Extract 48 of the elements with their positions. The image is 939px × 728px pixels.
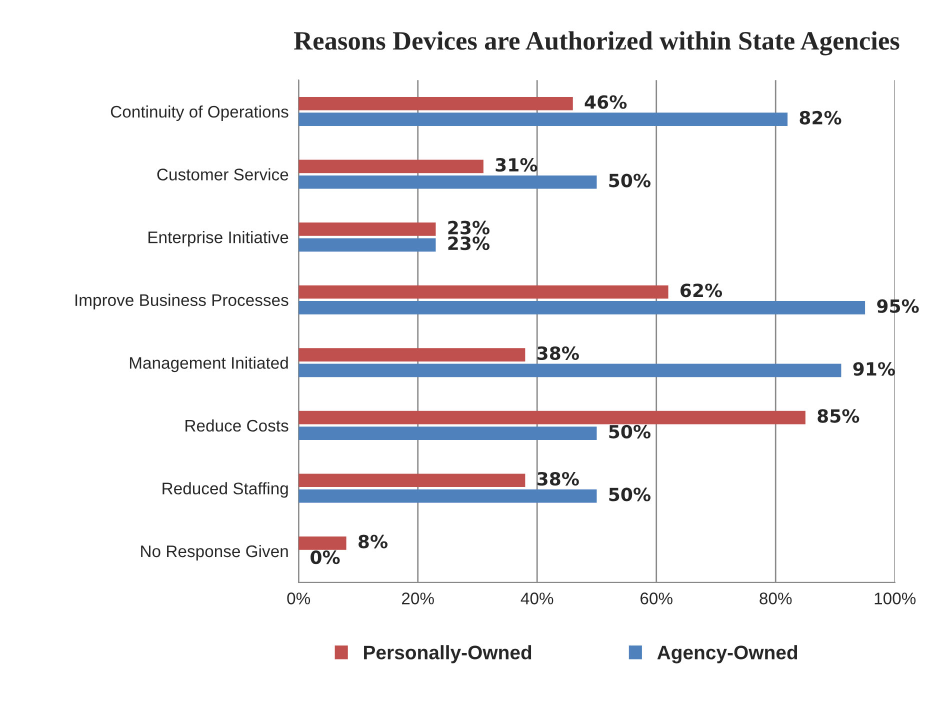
y-tick-label: Reduce Costs — [186, 419, 288, 432]
data-label: 95% — [877, 299, 919, 313]
data-label: 50% — [609, 488, 650, 502]
x-tick-label: 60% — [640, 592, 672, 604]
data-label: 85% — [818, 409, 860, 423]
bar — [298, 364, 842, 378]
bar — [298, 536, 346, 550]
data-label: 23% — [448, 220, 490, 234]
y-tick-label: Improve Business Processes — [76, 294, 288, 310]
data-label: 50% — [609, 424, 650, 439]
x-tick-label: 0% — [287, 592, 310, 604]
x-tick-label: 40% — [520, 592, 554, 604]
bar — [298, 348, 526, 362]
data-label: 0% — [310, 550, 340, 564]
bar — [298, 410, 806, 424]
data-label: 38% — [538, 346, 579, 360]
bar — [298, 175, 597, 189]
bar — [298, 222, 436, 236]
y-tick-label: Reduced Staffing — [162, 482, 288, 498]
data-label: 62% — [680, 284, 722, 298]
x-tick-label: 80% — [760, 592, 792, 604]
data-label: 50% — [609, 174, 650, 188]
bar — [298, 426, 597, 440]
bar — [298, 160, 484, 174]
data-label: 31% — [496, 158, 538, 172]
bar — [298, 489, 597, 503]
data-label: 82% — [800, 110, 842, 125]
chart-title: Reasons Devices are Authorized within State Agencies — [294, 31, 900, 56]
data-label: 38% — [538, 472, 579, 486]
x-tick-label: 100% — [874, 592, 916, 604]
x-tick-label: 20% — [402, 592, 434, 604]
y-tick-label: No Response Given — [141, 544, 288, 560]
y-tick-label: Customer Service — [157, 168, 288, 180]
bar — [298, 285, 668, 299]
data-label: 8% — [358, 534, 388, 548]
y-tick-label: Enterprise Initiative — [148, 231, 288, 247]
bar — [298, 238, 436, 252]
y-tick-label: Management Initiated — [130, 356, 288, 372]
legend-label: Personally-Owned — [364, 645, 532, 664]
bar — [298, 96, 573, 110]
data-label: 91% — [853, 362, 895, 376]
y-tick-label: Continuity of Operations — [110, 105, 288, 121]
data-label: 23% — [448, 236, 490, 250]
legend-label: Agency-Owned — [657, 645, 798, 664]
bar — [298, 301, 866, 314]
bar — [298, 112, 788, 126]
bar — [298, 474, 526, 488]
data-label: 46% — [584, 95, 627, 109]
